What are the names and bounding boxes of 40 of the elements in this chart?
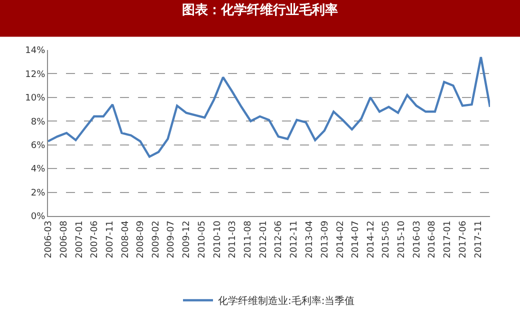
y-tick-label: 8% <box>30 117 46 128</box>
x-tick-label: 2014-07 <box>350 220 361 258</box>
x-tick-label: 2009-12 <box>182 220 192 258</box>
x-tick-label: 2012-11 <box>290 220 300 258</box>
legend-label: 化学纤维制造业:毛利率:当季值 <box>218 295 355 308</box>
x-tick-label: 2009-02 <box>152 220 162 258</box>
y-tick-label: 14% <box>25 46 46 56</box>
x-tick-label: 2017-06 <box>458 220 468 258</box>
x-tick-label: 2016-08 <box>428 220 438 258</box>
y-tick-label: 2% <box>30 188 46 198</box>
x-tick-label: 2014-02 <box>336 220 346 258</box>
y-tick-label: 12% <box>25 70 46 80</box>
y-tick-label: 6% <box>30 141 46 152</box>
x-tick-label: 2007-01 <box>74 220 85 258</box>
x-tick-label: 2007-11 <box>105 220 116 258</box>
x-tick-label: 2017-11 <box>474 220 484 258</box>
x-tick-label: 2016-03 <box>412 220 422 258</box>
x-tick-label: 2012-01 <box>258 220 269 258</box>
x-tick-label: 2007-06 <box>90 220 100 258</box>
x-tick-label: 2008-09 <box>136 220 146 258</box>
x-tick-label: 2015-10 <box>396 220 407 258</box>
x-tick-label: 2015-05 <box>382 220 392 258</box>
x-tick-label: 2010-05 <box>197 220 208 258</box>
x-tick-label: 2006-03 <box>44 220 54 258</box>
y-tick-label: 0% <box>30 212 46 222</box>
x-tick-label: 2012-06 <box>274 220 284 258</box>
chart-title: 图表：化学纤维行业毛利率 <box>182 2 338 18</box>
x-tick-label: 2009-07 <box>166 220 177 258</box>
x-tick-label: 2013-09 <box>320 220 330 258</box>
x-tick-label: 2011-03 <box>228 220 238 258</box>
x-tick-label: 2017-01 <box>443 220 454 258</box>
x-tick-label: 2014-12 <box>366 220 376 258</box>
y-tick-label: 4% <box>30 164 46 175</box>
x-tick-label: 2008-04 <box>120 220 131 258</box>
line-series <box>48 56 490 158</box>
x-tick-label: 2010-10 <box>212 220 223 258</box>
x-tick-label: 2013-04 <box>304 220 315 258</box>
y-tick-label: 10% <box>25 94 46 104</box>
x-tick-label: 2011-08 <box>243 220 254 258</box>
x-tick-label: 2006-08 <box>59 220 70 258</box>
